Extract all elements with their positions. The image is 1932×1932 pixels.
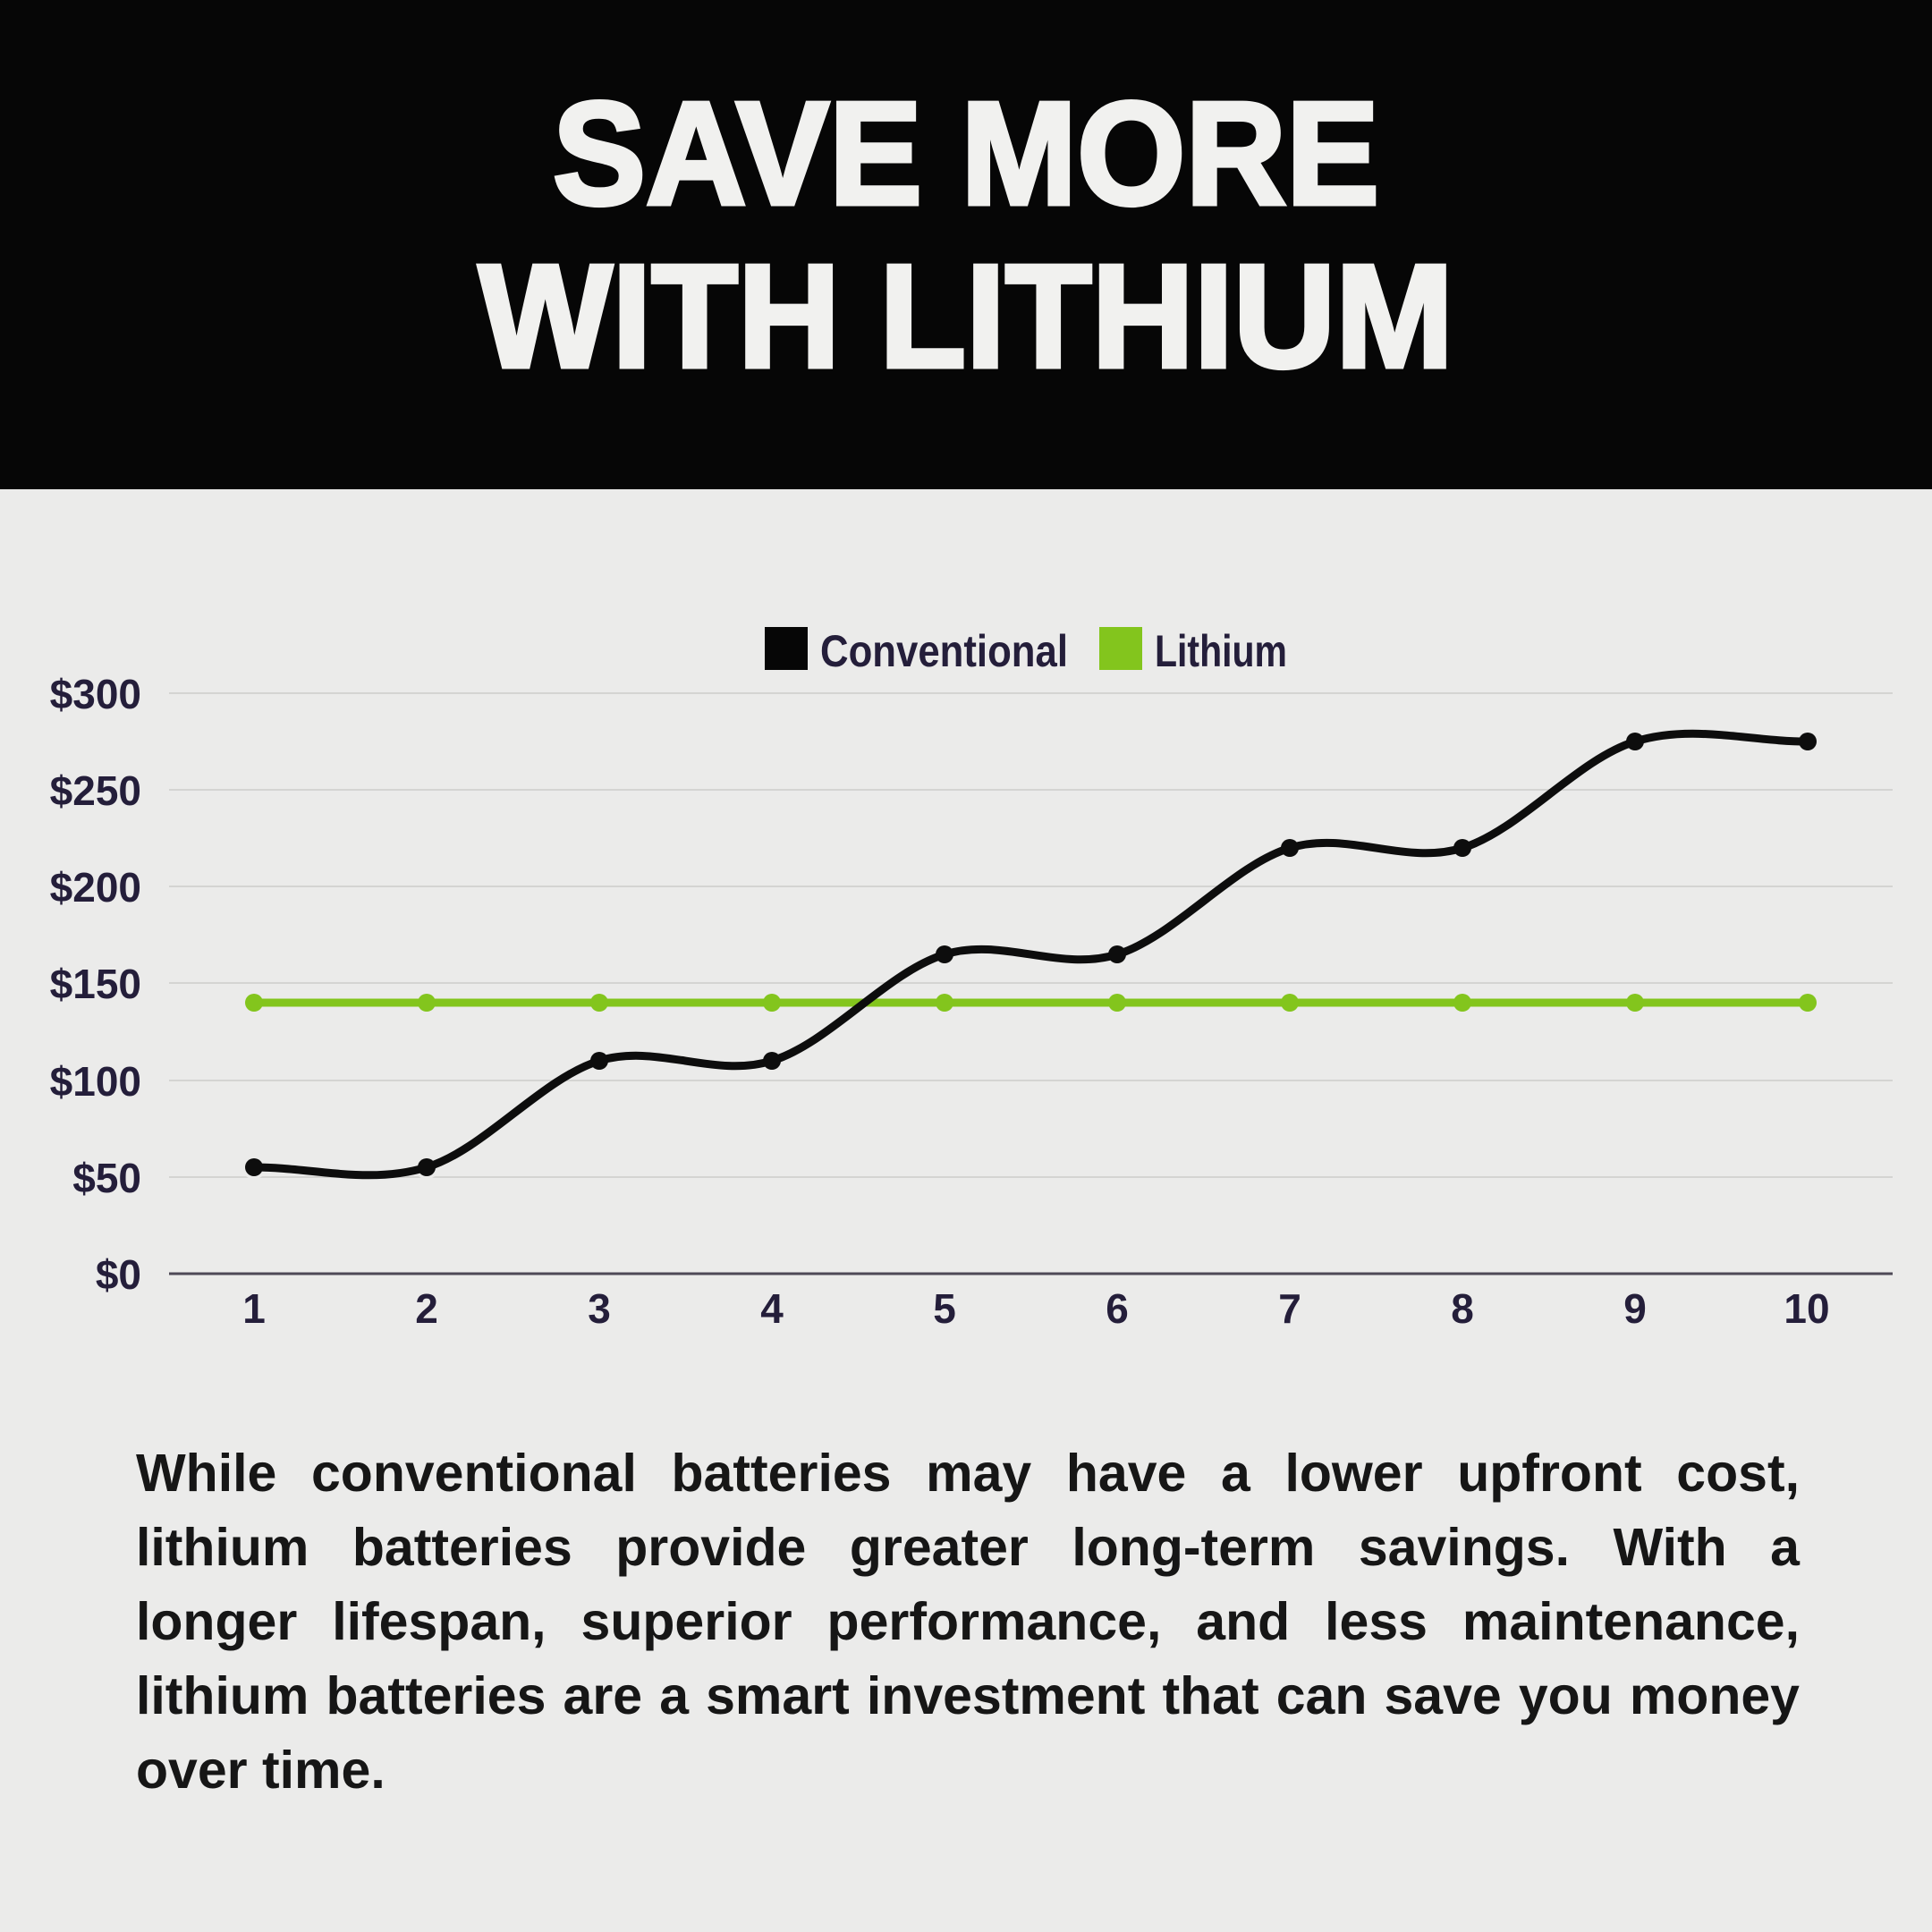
svg-text:7: 7 bbox=[1278, 1285, 1301, 1332]
svg-text:$200: $200 bbox=[50, 864, 141, 911]
svg-text:3: 3 bbox=[588, 1285, 611, 1332]
svg-text:10: 10 bbox=[1784, 1285, 1829, 1332]
svg-text:4: 4 bbox=[760, 1285, 784, 1332]
svg-text:$250: $250 bbox=[50, 767, 141, 814]
svg-text:Lithium: Lithium bbox=[1155, 626, 1287, 676]
svg-text:9: 9 bbox=[1623, 1285, 1647, 1332]
svg-text:$0: $0 bbox=[96, 1251, 141, 1298]
svg-text:2: 2 bbox=[415, 1285, 438, 1332]
svg-text:$300: $300 bbox=[50, 671, 141, 717]
svg-text:Conventional: Conventional bbox=[820, 626, 1068, 676]
svg-text:6: 6 bbox=[1106, 1285, 1129, 1332]
svg-text:5: 5 bbox=[933, 1285, 956, 1332]
svg-text:$50: $50 bbox=[72, 1155, 141, 1201]
svg-text:$150: $150 bbox=[50, 961, 141, 1007]
svg-text:8: 8 bbox=[1451, 1285, 1474, 1332]
svg-text:WITH LITHIUM: WITH LITHIUM bbox=[479, 234, 1453, 398]
svg-text:$100: $100 bbox=[50, 1058, 141, 1105]
svg-text:1: 1 bbox=[242, 1285, 266, 1332]
svg-text:SAVE MORE: SAVE MORE bbox=[553, 72, 1379, 235]
